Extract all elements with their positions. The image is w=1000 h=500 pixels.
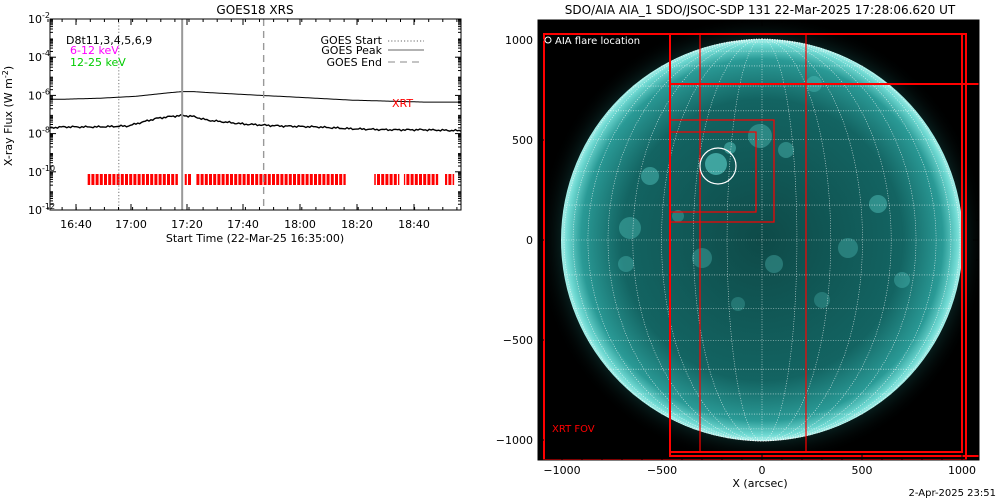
active-region	[619, 217, 641, 239]
legend-goes-peak: GOES Peak	[321, 44, 382, 57]
grid-longitude-line	[572, 38, 763, 442]
flare-location-circle	[699, 147, 737, 185]
goes-x-tick-label: 18:40	[398, 218, 430, 231]
active-region	[765, 255, 783, 273]
info-line-low-band: 6-12 keV	[70, 44, 119, 57]
aia-y-tick-label: 0	[526, 234, 533, 247]
xrt-coverage-bar	[445, 174, 455, 185]
goes-y-tick-label: 10-12	[28, 202, 55, 217]
aia-x-tick-label: −1000	[543, 464, 580, 477]
xrt-coverage-group	[52, 174, 461, 185]
aia-x-tick-label: 1000	[948, 464, 976, 477]
goes-y-tick-label: 10-2	[28, 11, 50, 26]
flux-line-low	[50, 91, 461, 103]
goes-x-tick-label: 16:40	[60, 218, 92, 231]
flare-legend-marker	[544, 36, 552, 44]
footer-date: 2-Apr-2025 23:51	[909, 488, 996, 499]
grid-longitude-line	[761, 38, 892, 442]
active-region	[748, 124, 772, 148]
active-regions-group	[618, 76, 910, 311]
xrt-fov-box	[669, 131, 757, 213]
info-line-detectors: D8t11,3,4,5,6,9	[66, 34, 152, 47]
legend-goes-end: GOES End	[326, 56, 382, 69]
active-region	[838, 238, 858, 258]
active-region	[731, 297, 745, 311]
aia-y-tick-label: −1000	[496, 434, 533, 447]
goes-y-axis-label: X-ray Flux (W m-2)	[1, 66, 15, 166]
aia-image-panel: SDO/AIA AIA_1 SDO/JSOC-SDP 131 22-Mar-20…	[496, 3, 980, 490]
goes-ticks-group: 16:40 17:00 17:20 17:40 18:00 18:20 18:40 10-2 1…	[28, 11, 461, 231]
xrt-fov-group	[543, 33, 979, 460]
aia-y-tick-label: 500	[512, 134, 533, 147]
aia-x-tick-label: 500	[852, 464, 873, 477]
active-region	[894, 272, 910, 288]
grid-longitude-line	[726, 38, 763, 442]
active-region	[705, 153, 727, 175]
heliographic-grid	[561, 38, 963, 442]
active-region	[618, 256, 634, 272]
active-region	[869, 195, 887, 213]
xrt-coverage-bar	[403, 174, 439, 185]
grid-longitude-line	[761, 38, 863, 442]
active-region	[778, 142, 794, 158]
goes-x-tick-label: 18:20	[341, 218, 373, 231]
xrt-fov-label: XRT FOV	[552, 424, 595, 435]
info-line-high-band: 12-25 keV	[70, 56, 126, 69]
xrt-label: XRT	[392, 97, 413, 110]
goes-plot-frame	[49, 18, 462, 211]
legend-goes-start: GOES Start	[321, 34, 383, 47]
aia-x-tick-label: −500	[647, 464, 677, 477]
active-region	[814, 292, 830, 308]
grid-longitude-line	[607, 38, 763, 442]
goes-y-tick-label: 10-4	[28, 49, 50, 64]
grid-longitude-line	[761, 38, 952, 442]
active-region	[692, 248, 712, 268]
grid-longitude-line	[761, 38, 937, 442]
grid-longitude-line	[761, 38, 832, 442]
grid-longitude-line	[632, 38, 763, 442]
goes-x-axis-label: Start Time (22-Mar-25 16:35:00)	[166, 232, 344, 245]
active-region	[672, 210, 684, 222]
active-region	[641, 167, 659, 185]
aia-x-tick-label: 0	[759, 464, 766, 477]
goes-x-tick-label: 17:00	[115, 218, 147, 231]
aia-ticks-group: −1000 −500 0 500 1000 1000 500 0 −500 −1000	[496, 20, 979, 477]
goes-x-tick-label: 18:00	[284, 218, 316, 231]
goes-y-tick-label: 10-10	[28, 164, 55, 179]
flare-legend-label: AIA flare location	[555, 36, 640, 47]
flux-line-high	[49, 114, 462, 132]
aia-x-axis-label: X (arcsec)	[732, 477, 787, 490]
grid-longitude-line	[587, 38, 763, 442]
goes-y-tick-label: 10-8	[28, 126, 50, 141]
aia-title: SDO/AIA AIA_1 SDO/JSOC-SDP 131 22-Mar-20…	[565, 3, 956, 17]
grid-longitude-line	[761, 38, 961, 442]
aia-y-tick-label: 1000	[505, 34, 533, 47]
aia-y-tick-label: −500	[503, 334, 533, 347]
grid-longitude-line	[661, 38, 763, 442]
grid-longitude-line	[761, 38, 917, 442]
goes-y-tick-label: 10-6	[28, 87, 50, 102]
grid-longitude-line	[692, 38, 763, 442]
goes-title: GOES18 XRS	[216, 3, 293, 17]
xrt-fov-box	[699, 33, 807, 453]
grid-longitude-line	[761, 38, 798, 442]
flux-lines-group	[49, 91, 462, 132]
xrt-coverage-bar	[374, 174, 400, 185]
xrt-coverage-bar	[184, 174, 192, 185]
xrt-fov-box	[669, 83, 979, 457]
goes-xrs-panel: GOES18 XRS 16:40 17:00 17:20 17:40 18:00 18:2…	[1, 3, 462, 245]
event-markers-group	[118, 19, 265, 210]
goes-x-tick-label: 17:20	[171, 218, 203, 231]
goes-x-tick-label: 17:40	[227, 218, 259, 231]
